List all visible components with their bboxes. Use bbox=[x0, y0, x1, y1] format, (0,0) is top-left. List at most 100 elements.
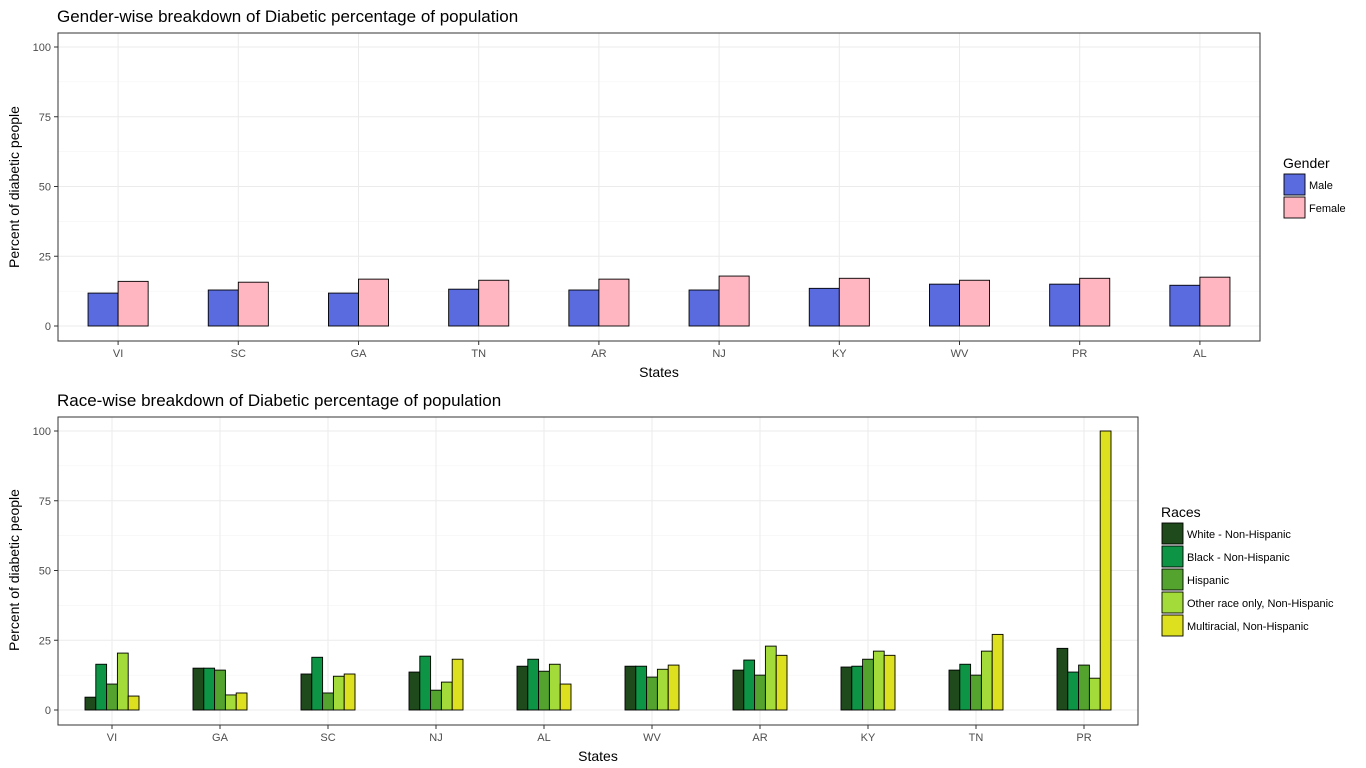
bar-sc-female bbox=[237, 281, 269, 327]
bar-tn-male bbox=[448, 288, 480, 327]
legend-label: Multiracial, Non-Hispanic bbox=[1187, 621, 1309, 633]
legend-label: Female bbox=[1309, 203, 1346, 215]
x-tick-label: KY bbox=[861, 732, 876, 744]
bar-al-female bbox=[1199, 276, 1231, 327]
bar-sc-other-race-only-non-hispanic bbox=[332, 675, 345, 711]
y-tick-label: 50 bbox=[39, 182, 51, 194]
bar-sc-hispanic bbox=[322, 692, 334, 711]
race-chart-x-axis-title: States bbox=[578, 748, 618, 764]
x-tick-label: SC bbox=[320, 732, 335, 744]
bar-nj-white-non-hispanic bbox=[408, 671, 421, 711]
bar-wv-male bbox=[929, 283, 960, 327]
bar-tn-hispanic bbox=[970, 674, 982, 711]
legend-swatch bbox=[1283, 173, 1306, 196]
gender-chart-x-ticks: VI SC GA TN AR NJ KY WV PR AL bbox=[113, 341, 1207, 360]
bar-wv-black-non-hispanic bbox=[635, 665, 648, 711]
bar-ar-male bbox=[568, 289, 600, 327]
bar-vi-multiracial-non-hispanic bbox=[127, 695, 140, 711]
bar-ky-female bbox=[838, 277, 870, 327]
bar-nj-multiracial-non-hispanic bbox=[451, 658, 464, 711]
legend-swatch bbox=[1161, 522, 1184, 545]
x-tick-label: PR bbox=[1072, 348, 1087, 360]
bar-wv-multiracial-non-hispanic bbox=[667, 664, 680, 711]
legend-label: Male bbox=[1309, 180, 1333, 192]
bar-ga-male bbox=[328, 292, 359, 327]
bar-pr-female bbox=[1079, 277, 1111, 327]
x-tick-label: VI bbox=[113, 348, 123, 360]
gender-chart-title: Gender-wise breakdown of Diabetic percen… bbox=[57, 7, 518, 26]
y-tick-label: 50 bbox=[39, 566, 51, 578]
bar-ky-hispanic bbox=[862, 658, 874, 711]
bar-nj-male bbox=[688, 289, 720, 327]
gender-legend: Gender Male Female bbox=[1283, 155, 1346, 219]
bar-tn-female bbox=[478, 279, 510, 327]
legend-swatch bbox=[1161, 545, 1184, 568]
x-tick-label: AL bbox=[1193, 348, 1206, 360]
y-tick-label: 100 bbox=[33, 42, 51, 54]
y-tick-label: 0 bbox=[45, 321, 51, 333]
race-chart-title: Race-wise breakdown of Diabetic percenta… bbox=[57, 391, 501, 410]
x-tick-label: PR bbox=[1076, 732, 1091, 744]
bar-ar-white-non-hispanic bbox=[732, 669, 745, 711]
bar-al-white-non-hispanic bbox=[516, 665, 529, 711]
bar-nj-other-race-only-non-hispanic bbox=[440, 681, 453, 711]
bar-sc-black-non-hispanic bbox=[311, 656, 324, 711]
x-tick-label: SC bbox=[231, 348, 246, 360]
bar-ar-other-race-only-non-hispanic bbox=[764, 645, 777, 711]
race-chart-y-ticks: 0 25 50 75 100 bbox=[33, 426, 58, 717]
bar-ga-multiracial-non-hispanic bbox=[235, 692, 248, 711]
legend-swatch bbox=[1283, 196, 1306, 219]
gender-chart-y-axis-title: Percent of diabetic people bbox=[6, 106, 22, 268]
y-tick-label: 100 bbox=[33, 426, 51, 438]
bar-pr-white-non-hispanic bbox=[1056, 647, 1069, 711]
bar-vi-hispanic bbox=[106, 683, 118, 711]
x-tick-label: NJ bbox=[429, 732, 442, 744]
x-tick-label: AL bbox=[537, 732, 550, 744]
race-chart-bars bbox=[84, 430, 1112, 711]
bar-wv-hispanic bbox=[646, 676, 658, 711]
bar-wv-female bbox=[959, 279, 990, 327]
bar-wv-other-race-only-non-hispanic bbox=[656, 668, 669, 711]
legend-swatch bbox=[1161, 591, 1184, 614]
bar-al-black-non-hispanic bbox=[527, 658, 540, 711]
bar-ky-white-non-hispanic bbox=[840, 666, 853, 711]
x-tick-label: AR bbox=[752, 732, 767, 744]
bar-ky-multiracial-non-hispanic bbox=[883, 654, 896, 711]
bar-pr-hispanic bbox=[1078, 664, 1090, 711]
legend-label: White - Non-Hispanic bbox=[1187, 529, 1291, 541]
y-tick-label: 25 bbox=[39, 635, 51, 647]
bar-pr-black-non-hispanic bbox=[1067, 671, 1080, 711]
bar-al-hispanic bbox=[538, 670, 550, 711]
gender-chart-y-ticks: 0 25 50 75 100 bbox=[33, 42, 58, 333]
x-tick-label: WV bbox=[951, 348, 969, 360]
bar-nj-hispanic bbox=[430, 689, 442, 711]
bar-tn-multiracial-non-hispanic bbox=[991, 633, 1004, 711]
y-tick-label: 75 bbox=[39, 496, 51, 508]
y-tick-label: 0 bbox=[45, 705, 51, 717]
bar-ga-female bbox=[358, 278, 389, 327]
x-tick-label: GA bbox=[351, 348, 368, 360]
race-legend-title: Races bbox=[1161, 504, 1201, 520]
y-tick-label: 75 bbox=[39, 112, 51, 124]
bar-ky-black-non-hispanic bbox=[851, 665, 864, 711]
race-chart-y-axis-title: Percent of diabetic people bbox=[6, 489, 22, 651]
race-legend: Races White - Non-Hispanic Black - Non-Hi… bbox=[1161, 504, 1334, 637]
legend-label: Black - Non-Hispanic bbox=[1187, 552, 1290, 564]
x-tick-label: VI bbox=[107, 732, 117, 744]
bar-nj-black-non-hispanic bbox=[419, 655, 432, 711]
x-tick-label: TN bbox=[969, 732, 984, 744]
x-tick-label: TN bbox=[471, 348, 486, 360]
x-tick-label: KY bbox=[832, 348, 847, 360]
bar-ar-female bbox=[598, 278, 630, 327]
bar-pr-male bbox=[1049, 283, 1081, 327]
bar-al-male bbox=[1169, 284, 1201, 327]
bar-vi-other-race-only-non-hispanic bbox=[116, 652, 129, 711]
legend-swatch bbox=[1161, 568, 1184, 591]
x-tick-label: AR bbox=[591, 348, 606, 360]
bar-ga-black-non-hispanic bbox=[203, 667, 216, 711]
bar-ar-black-non-hispanic bbox=[743, 659, 756, 711]
bar-sc-male bbox=[207, 289, 239, 327]
gender-legend-title: Gender bbox=[1283, 155, 1330, 171]
x-tick-label: GA bbox=[212, 732, 229, 744]
